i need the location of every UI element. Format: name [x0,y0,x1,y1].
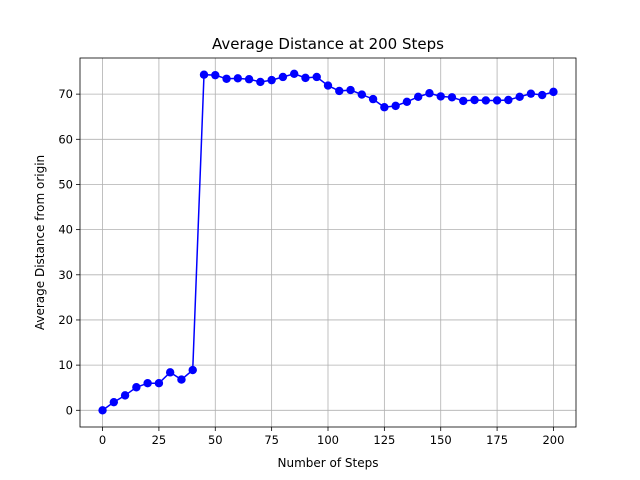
data-point [267,75,276,85]
data-point [244,75,254,84]
y-axis-label: Average Distance from origin [33,155,47,330]
x-tick-label: 175 [486,433,508,447]
y-tick-label: 0 [66,403,73,417]
data-point [143,378,152,388]
data-series [98,69,558,415]
data-point [188,365,197,375]
x-tick-label: 150 [430,433,452,447]
data-point [165,368,175,377]
data-point [504,95,513,105]
x-tick-label: 200 [542,433,564,447]
data-point [470,95,479,105]
data-point [492,96,502,105]
data-point [413,92,423,102]
data-point [222,74,231,83]
data-point [120,391,130,400]
data-point [526,89,536,98]
data-point [98,406,107,415]
y-tick-label: 20 [58,313,73,327]
data-point [278,72,288,82]
data-point [323,81,333,90]
data-point [549,87,558,97]
data-point [312,72,321,82]
grid-lines [80,58,576,427]
data-point [481,96,491,105]
data-point [368,94,378,104]
y-tick-label: 40 [58,223,73,237]
data-point [537,90,547,100]
data-point [391,101,400,111]
y-tick-label: 60 [58,132,73,146]
x-tick-label: 125 [373,433,395,447]
data-point [289,69,299,79]
x-tick-label: 75 [264,433,279,447]
data-point [132,383,141,392]
data-point [447,93,457,102]
y-tick-label: 70 [58,87,73,101]
data-point [515,92,524,102]
data-point [425,89,434,98]
x-tick-label: 25 [152,433,167,447]
data-point [154,378,164,388]
data-point [459,96,468,106]
x-tick-label: 0 [99,433,106,447]
data-point [301,73,310,83]
data-point [357,90,367,99]
data-point [256,77,265,87]
data-point [335,86,344,96]
y-tick-label: 50 [58,177,73,191]
x-tick-label: 100 [317,433,339,447]
data-point [211,70,220,80]
data-point [177,375,186,384]
data-point [380,103,389,112]
y-tick-label: 10 [58,358,73,372]
data-point [402,97,412,107]
axis-ticks: 0 25 50 75 100 125 150 175 200 0 10 20 30 40 50 60 70 [58,87,564,447]
chart-title: Average Distance at 200 Steps [212,35,444,53]
data-point [436,92,445,101]
data-point [199,70,209,79]
data-point [233,74,243,83]
x-axis-label: Number of Steps [278,456,379,470]
x-tick-label: 50 [208,433,223,447]
y-tick-label: 30 [58,268,73,282]
data-point [346,85,355,95]
data-point [109,397,119,407]
